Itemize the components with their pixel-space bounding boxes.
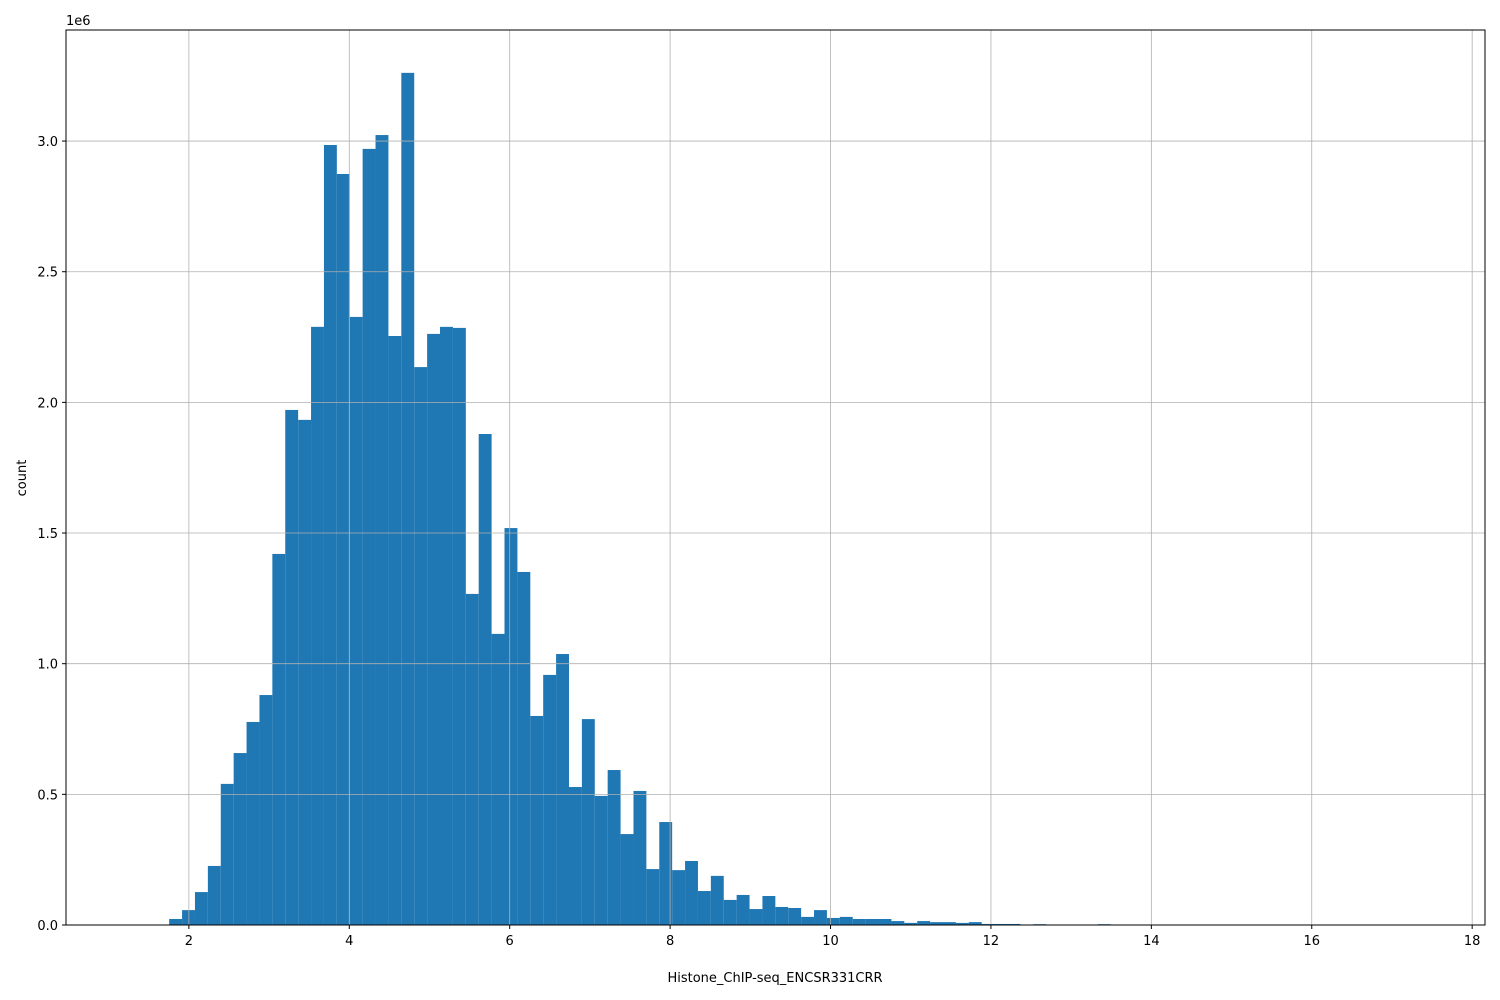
bar — [478, 433, 492, 925]
bar — [968, 922, 982, 925]
bar — [710, 875, 724, 925]
y-offset-label: 1e6 — [66, 14, 91, 29]
plot-frame — [65, 29, 1486, 926]
bar — [349, 316, 363, 926]
bar — [852, 918, 866, 925]
bar — [517, 571, 531, 925]
bar — [272, 553, 286, 925]
bar — [839, 916, 853, 925]
bar — [298, 419, 312, 925]
bar — [452, 327, 466, 925]
bar — [826, 917, 840, 925]
bar — [414, 367, 428, 926]
bar — [955, 922, 969, 925]
bar — [440, 326, 453, 926]
bar — [943, 922, 956, 925]
x-tick-label: 14 — [1143, 934, 1160, 949]
bar — [568, 787, 582, 925]
bar — [723, 899, 737, 925]
bar — [504, 528, 518, 925]
x-tick-label: 10 — [822, 934, 839, 949]
y-tick-label: 1.5 — [37, 527, 58, 542]
bar — [233, 753, 247, 925]
bar — [388, 335, 402, 925]
bar — [607, 770, 621, 925]
bar — [207, 865, 221, 925]
bar — [891, 921, 905, 925]
bar — [697, 891, 711, 925]
bar — [917, 921, 931, 925]
x-axis-label: Histone_ChIP-seq_ENCSR331CRR — [667, 971, 882, 986]
bar — [646, 869, 660, 925]
bar — [736, 894, 750, 925]
bar — [672, 870, 686, 925]
bar — [620, 834, 634, 925]
bar — [930, 922, 944, 925]
bar — [336, 173, 350, 925]
bar — [749, 909, 763, 925]
bar — [981, 923, 995, 925]
y-tick-label: 2.5 — [37, 266, 58, 281]
bar — [465, 593, 479, 925]
bar — [659, 822, 673, 925]
x-tick-label: 18 — [1464, 934, 1481, 949]
bar — [311, 326, 324, 926]
bar — [762, 895, 776, 925]
x-tick-label: 8 — [666, 934, 674, 949]
y-tick-label: 0.5 — [37, 788, 58, 803]
bar — [375, 135, 389, 926]
bar — [556, 654, 569, 925]
bar — [543, 674, 557, 925]
bar — [323, 144, 337, 926]
y-tick-label: 0.0 — [37, 919, 58, 934]
bar — [878, 918, 892, 925]
bar — [814, 910, 827, 925]
bar — [362, 148, 376, 925]
bar — [259, 695, 273, 925]
bar — [220, 783, 234, 925]
y-tick-label: 2.0 — [37, 396, 58, 411]
bar — [904, 922, 918, 925]
bar — [994, 923, 1008, 925]
x-tick-label: 6 — [506, 934, 514, 949]
bar — [246, 721, 260, 925]
x-tick-label: 12 — [983, 934, 1000, 949]
bar — [594, 795, 608, 925]
bar — [401, 72, 415, 926]
bar — [285, 409, 299, 925]
bar — [427, 333, 441, 925]
bar — [1007, 923, 1021, 925]
bar — [194, 892, 208, 925]
bar — [169, 918, 183, 925]
y-tick-label: 1.0 — [37, 658, 58, 673]
x-tick-label: 2 — [185, 934, 193, 949]
y-tick-label: 3.0 — [37, 135, 58, 150]
bar — [775, 906, 789, 925]
bar — [801, 916, 815, 925]
bar — [491, 633, 505, 925]
x-tick-label: 16 — [1303, 934, 1320, 949]
bar — [788, 908, 802, 925]
x-tick-label: 4 — [345, 934, 353, 949]
y-axis-label: count — [15, 460, 30, 497]
bar — [530, 715, 544, 925]
bar — [633, 790, 647, 925]
bar — [865, 918, 879, 925]
bar — [685, 860, 698, 925]
bar — [581, 719, 595, 925]
